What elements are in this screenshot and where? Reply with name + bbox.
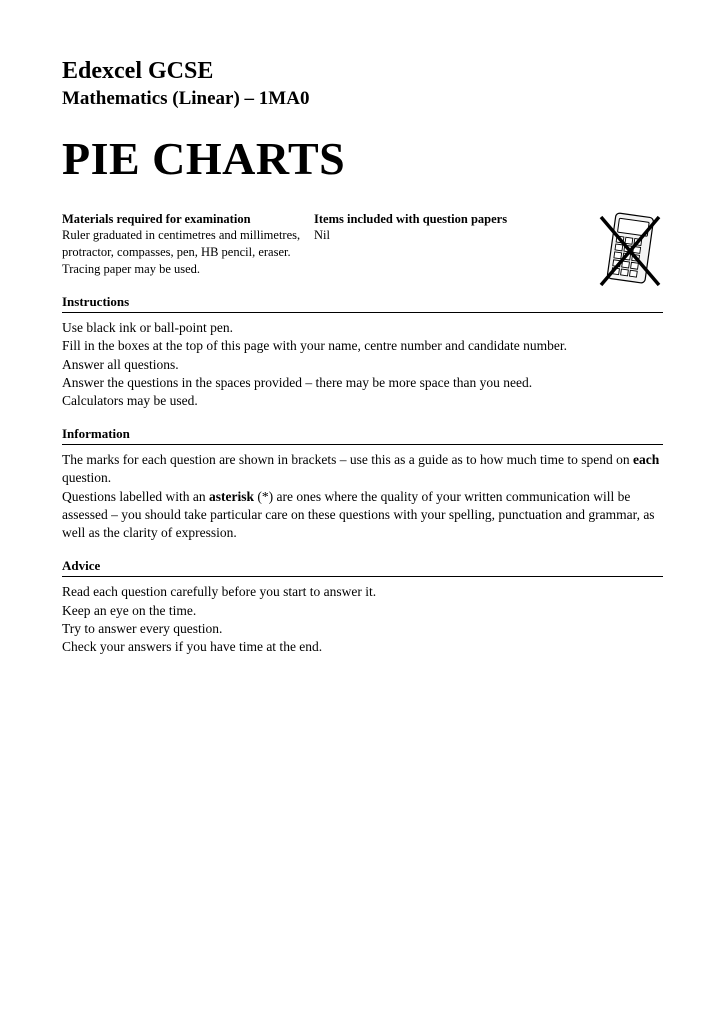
- instructions-body: Use black ink or ball-point pen. Fill in…: [62, 319, 663, 410]
- items-included-col: Items included with question papers Nil: [314, 211, 534, 279]
- instructions-line: Use black ink or ball-point pen.: [62, 319, 663, 337]
- advice-body: Read each question carefully before you …: [62, 583, 663, 656]
- bold-each: each: [633, 452, 659, 467]
- advice-line: Try to answer every question.: [62, 620, 663, 638]
- items-included-body: Nil: [314, 227, 534, 244]
- instructions-line: Answer all questions.: [62, 356, 663, 374]
- instructions-line: Calculators may be used.: [62, 392, 663, 410]
- instructions-line: Answer the questions in the spaces provi…: [62, 374, 663, 392]
- instructions-heading: Instructions: [62, 294, 663, 313]
- materials-row: Materials required for examination Ruler…: [62, 211, 663, 279]
- information-para-1: The marks for each question are shown in…: [62, 451, 663, 487]
- information-body: The marks for each question are shown in…: [62, 451, 663, 542]
- text: The marks for each question are shown in…: [62, 452, 633, 467]
- advice-heading: Advice: [62, 558, 663, 577]
- items-included-heading: Items included with question papers: [314, 211, 534, 228]
- topic-title: PIE CHARTS: [62, 132, 663, 185]
- bold-asterisk: asterisk: [209, 489, 254, 504]
- advice-line: Read each question carefully before you …: [62, 583, 663, 601]
- information-heading: Information: [62, 426, 663, 445]
- advice-line: Check your answers if you have time at t…: [62, 638, 663, 656]
- exam-board: Edexcel GCSE: [62, 58, 663, 86]
- information-para-2: Questions labelled with an asterisk (*) …: [62, 488, 663, 543]
- subject-line: Mathematics (Linear) – 1MA0: [62, 88, 663, 110]
- materials-required-body: Ruler graduated in centimetres and milli…: [62, 227, 314, 278]
- instructions-section: Instructions Use black ink or ball-point…: [62, 294, 663, 410]
- advice-section: Advice Read each question carefully befo…: [62, 558, 663, 656]
- instructions-line: Fill in the boxes at the top of this pag…: [62, 337, 663, 355]
- text: Questions labelled with an: [62, 489, 209, 504]
- no-calculator-icon: [591, 207, 669, 300]
- materials-required-heading: Materials required for examination: [62, 211, 314, 228]
- information-section: Information The marks for each question …: [62, 426, 663, 542]
- text: question.: [62, 470, 111, 485]
- advice-line: Keep an eye on the time.: [62, 602, 663, 620]
- materials-required-col: Materials required for examination Ruler…: [62, 211, 314, 279]
